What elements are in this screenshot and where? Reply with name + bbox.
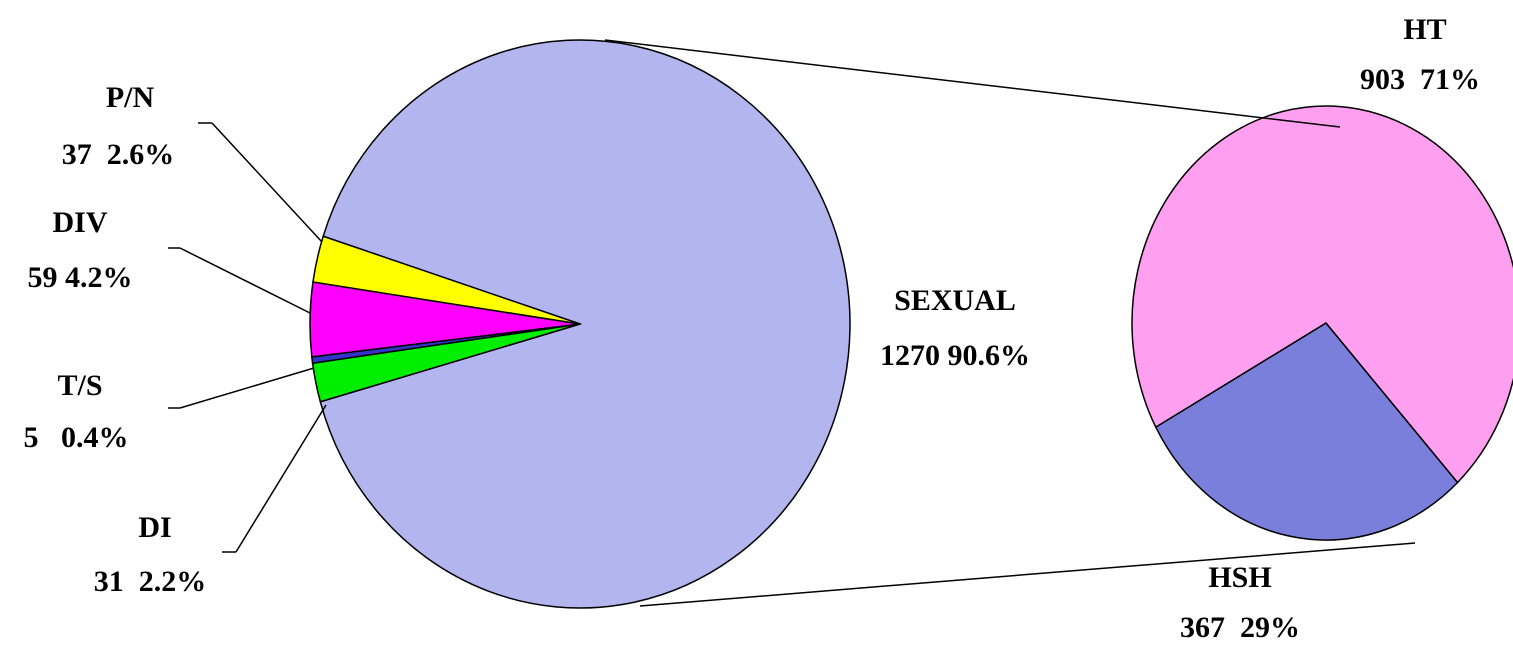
pie-slice — [1154, 322, 1459, 541]
value-label: 903 71% — [1360, 63, 1480, 96]
connector-line — [604, 39, 1341, 128]
connector-line — [639, 542, 1416, 607]
value-label: 367 29% — [1180, 611, 1300, 644]
leader-line — [179, 247, 311, 314]
slice-label: DIV — [52, 206, 107, 239]
slice-label: P/N — [106, 81, 155, 114]
slice-label: HSH — [1208, 561, 1271, 594]
slice-label: T/S — [57, 369, 102, 402]
pie-slice — [319, 39, 851, 609]
slice-label: HT — [1403, 13, 1446, 46]
value-label: 31 2.2% — [94, 565, 207, 598]
slice-label: DI — [138, 511, 171, 544]
value-label: 1270 90.6% — [880, 339, 1030, 372]
value-label: 37 2.6% — [62, 138, 175, 171]
pie-slice — [1131, 105, 1513, 484]
slice-label: SEXUAL — [894, 284, 1016, 317]
value-label: 59 4.2% — [28, 261, 133, 294]
leader-line — [235, 404, 327, 553]
leader-line — [179, 367, 315, 409]
pie-slice — [312, 235, 581, 325]
leader-line — [211, 122, 323, 243]
value-label: 5 0.4% — [24, 421, 129, 454]
